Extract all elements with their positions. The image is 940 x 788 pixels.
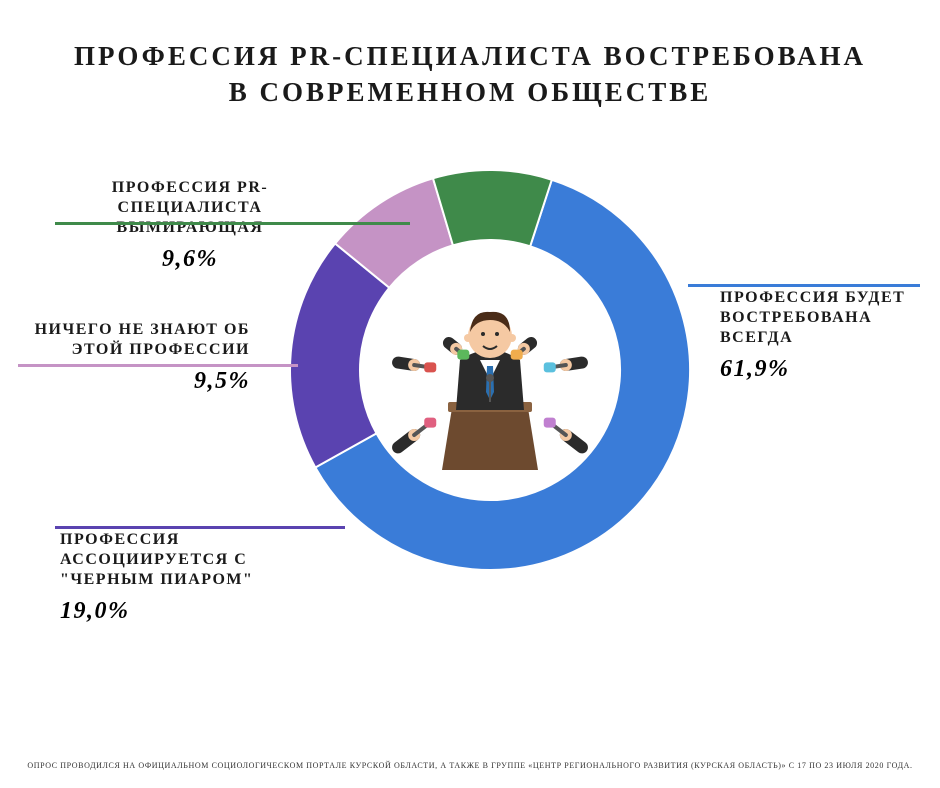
underline-always	[688, 284, 920, 287]
footer-text: ОПРОС ПРОВОДИЛСЯ НА ОФИЦИАЛЬНОМ СОЦИОЛОГ…	[0, 761, 940, 770]
callout-dying: ПРОФЕССИЯ PR-СПЕЦИАЛИСТА ВЫМИРАЮЩАЯ 9,6%	[40, 178, 340, 274]
callout-value: 61,9%	[720, 354, 940, 384]
callout-dont-know: НИЧЕГО НЕ ЗНАЮТ ОБ ЭТОЙ ПРОФЕССИИ 9,5%	[20, 320, 250, 396]
donut-slice-dying	[433, 170, 552, 246]
callout-value: 9,6%	[40, 244, 340, 274]
callout-always: ПРОФЕССИЯ БУДЕТ ВОСТРЕБОВАНА ВСЕГДА 61,9…	[720, 288, 940, 384]
callout-value: 19,0%	[60, 596, 270, 626]
callout-label: ПРОФЕССИЯ АССОЦИИРУЕТСЯ С "ЧЕРНЫМ ПИАРОМ…	[60, 530, 270, 590]
donut-chart	[290, 170, 690, 570]
page-title: ПРОФЕССИЯ PR-СПЕЦИАЛИСТА ВОСТРЕБОВАНА В …	[0, 38, 940, 111]
callout-label: ПРОФЕССИЯ БУДЕТ ВОСТРЕБОВАНА ВСЕГДА	[720, 288, 940, 348]
underline-dying	[55, 222, 410, 225]
underline-black-pr	[55, 526, 345, 529]
underline-dont-know	[18, 364, 298, 367]
callout-black-pr: ПРОФЕССИЯ АССОЦИИРУЕТСЯ С "ЧЕРНЫМ ПИАРОМ…	[60, 530, 270, 626]
callout-value: 9,5%	[20, 366, 250, 396]
callout-label: НИЧЕГО НЕ ЗНАЮТ ОБ ЭТОЙ ПРОФЕССИИ	[20, 320, 250, 360]
center-illustration	[360, 240, 620, 500]
callout-label: ПРОФЕССИЯ PR-СПЕЦИАЛИСТА ВЫМИРАЮЩАЯ	[40, 178, 340, 238]
infographic-page: ПРОФЕССИЯ PR-СПЕЦИАЛИСТА ВОСТРЕБОВАНА В …	[0, 0, 940, 788]
